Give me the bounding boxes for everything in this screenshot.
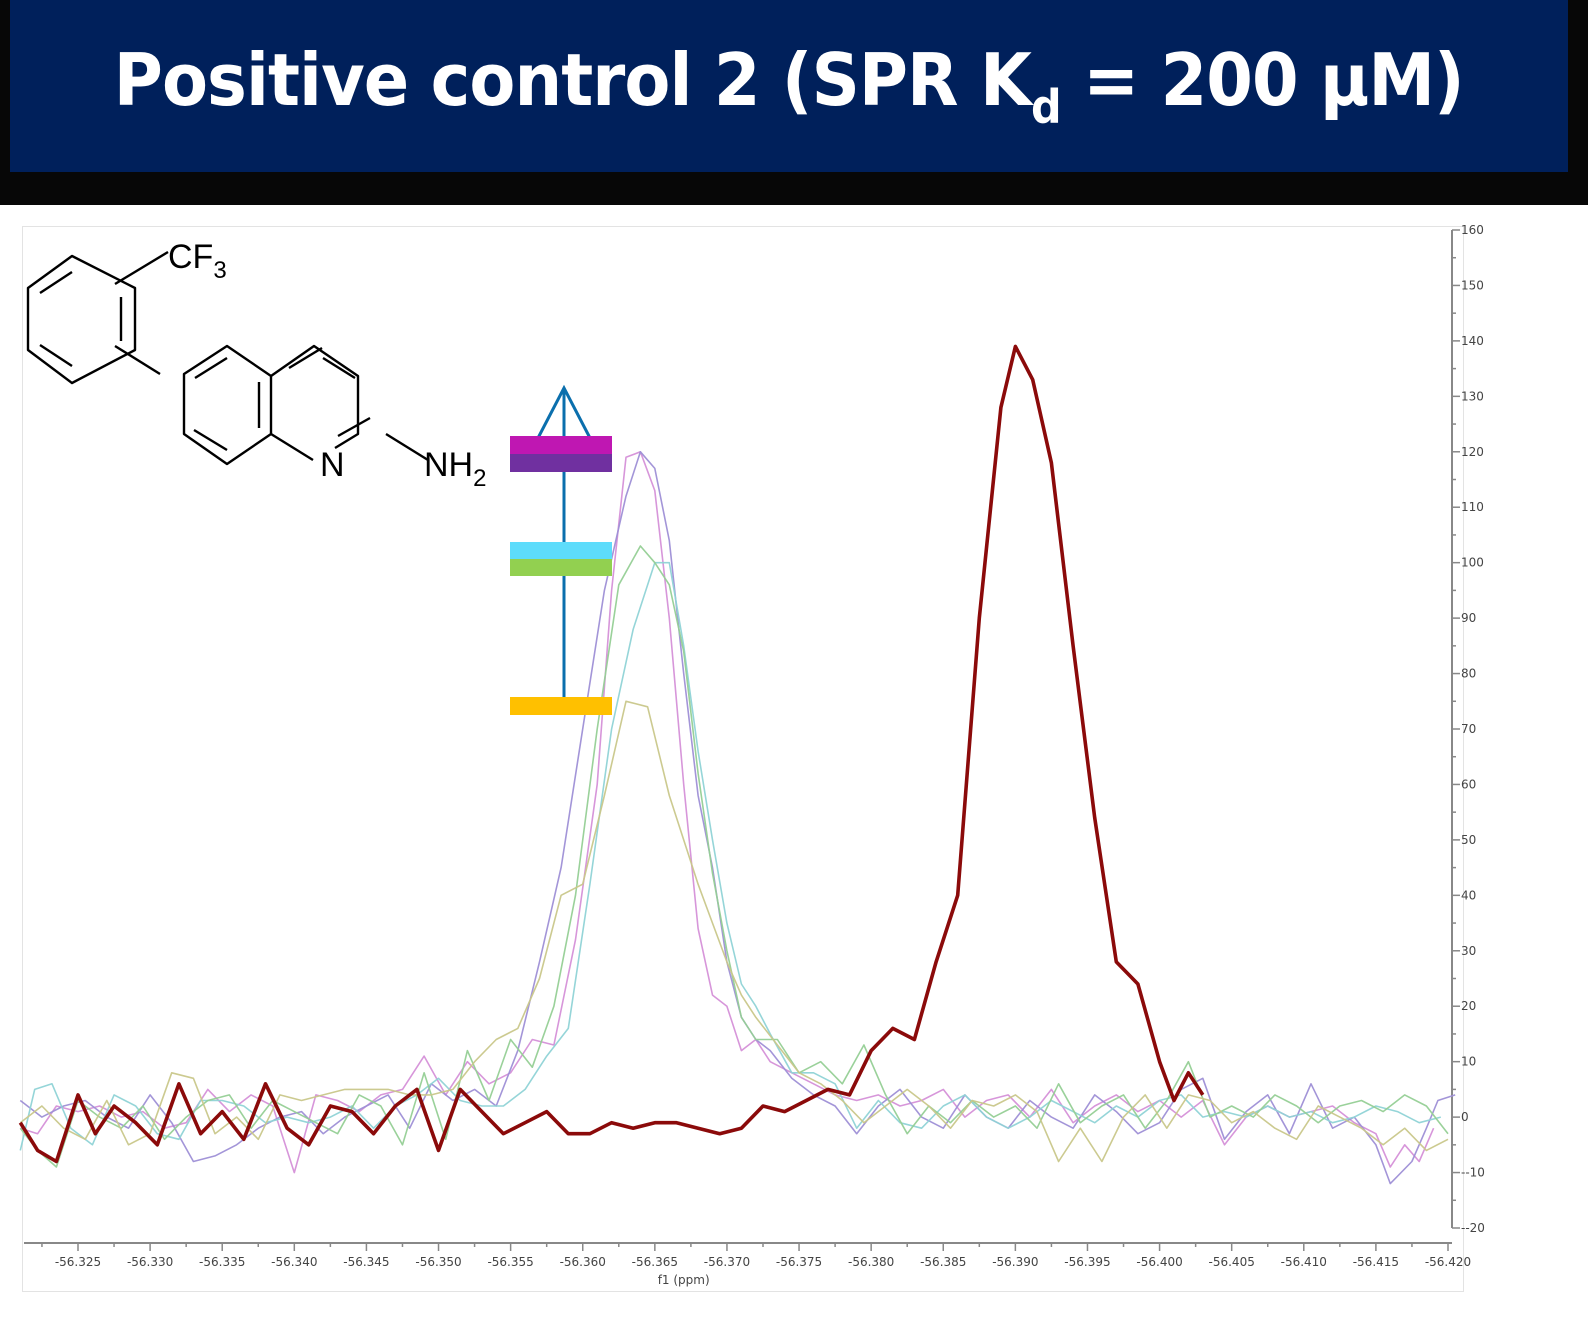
x-tick-label: -56.345 bbox=[343, 1255, 389, 1269]
y-tick-label: 10 bbox=[1461, 1055, 1476, 1069]
ladder-bar-cyan bbox=[510, 542, 612, 559]
x-tick-label: -56.415 bbox=[1353, 1255, 1399, 1269]
y-axis: 1601501401301201101009080706050403020100… bbox=[1451, 223, 1485, 1235]
cf3-label: CF3 bbox=[168, 238, 227, 284]
phenyl-ring bbox=[26, 254, 137, 385]
ladder-bar-green bbox=[510, 559, 612, 576]
x-tick-label: -56.375 bbox=[776, 1255, 822, 1269]
y-tick-label: 0 bbox=[1461, 1110, 1469, 1124]
spectrum-traces bbox=[18, 344, 1456, 1185]
x-tick-label: -56.420 bbox=[1425, 1255, 1471, 1269]
molecule-structure bbox=[26, 250, 429, 466]
molecule-labels: CF3 N NH2 bbox=[168, 238, 486, 492]
y-tick-label: 100 bbox=[1461, 556, 1484, 570]
trace-olive bbox=[19, 700, 1449, 1163]
y-tick-label: 160 bbox=[1461, 223, 1484, 237]
x-axis: -56.325 -56.330 -56.335 -56.340 -56.345 -56.3… bbox=[24, 1242, 1471, 1287]
x-tick-label: -56.410 bbox=[1281, 1255, 1327, 1269]
quinoline-pyridine-ring bbox=[270, 344, 360, 450]
ladder-bar-magenta bbox=[510, 436, 612, 454]
x-tick-label: -56.325 bbox=[55, 1255, 101, 1269]
x-tick-label: -56.330 bbox=[127, 1255, 173, 1269]
y-tick-label: --10 bbox=[1461, 1166, 1485, 1180]
title-subscript: d bbox=[1031, 80, 1062, 134]
nitrogen-label: N bbox=[320, 446, 345, 484]
x-tick-label: -56.355 bbox=[487, 1255, 533, 1269]
title-band: Positive control 2 (SPR Kd = 200 µM) bbox=[0, 0, 1588, 205]
trace-reference bbox=[18, 344, 1205, 1164]
x-tick-label: -56.400 bbox=[1136, 1255, 1182, 1269]
x-tick-label: -56.390 bbox=[992, 1255, 1038, 1269]
y-tick-label: 140 bbox=[1461, 334, 1484, 348]
y-tick-label: 150 bbox=[1461, 278, 1484, 292]
x-tick-label: -56.335 bbox=[199, 1255, 245, 1269]
y-tick-label: 40 bbox=[1461, 888, 1476, 902]
x-tick-label: -56.365 bbox=[632, 1255, 678, 1269]
y-tick-label: 120 bbox=[1461, 445, 1484, 459]
title-tail: = 200 µM) bbox=[1060, 38, 1465, 122]
x-tick-label: -56.405 bbox=[1209, 1255, 1255, 1269]
x-tick-label: -56.370 bbox=[704, 1255, 750, 1269]
trace-cyan bbox=[19, 561, 1442, 1151]
trace-magenta bbox=[20, 450, 1435, 1174]
x-tick-label: -56.360 bbox=[560, 1255, 606, 1269]
y-tick-label: 30 bbox=[1461, 944, 1476, 958]
y-tick-label: --20 bbox=[1461, 1221, 1485, 1235]
nh2-label: NH2 bbox=[424, 446, 486, 492]
arrow-head-icon bbox=[536, 384, 592, 439]
slide-title: Positive control 2 (SPR Kd = 200 µM) bbox=[114, 38, 1465, 134]
trace-purple bbox=[19, 450, 1456, 1185]
x-axis-title: f1 (ppm) bbox=[658, 1273, 710, 1287]
x-tick-label: -56.385 bbox=[920, 1255, 966, 1269]
x-tick-label: -56.340 bbox=[271, 1255, 317, 1269]
y-tick-label: 70 bbox=[1461, 722, 1476, 736]
x-tick-label: -56.350 bbox=[415, 1255, 461, 1269]
y-tick-label: 110 bbox=[1461, 500, 1484, 514]
y-tick-label: 60 bbox=[1461, 777, 1476, 791]
x-tick-label: -56.380 bbox=[848, 1255, 894, 1269]
y-tick-label: 20 bbox=[1461, 999, 1476, 1013]
title-banner: Positive control 2 (SPR Kd = 200 µM) bbox=[10, 0, 1568, 172]
y-tick-label: 50 bbox=[1461, 833, 1476, 847]
plot-frame bbox=[22, 226, 1464, 1292]
title-main: Positive control 2 (SPR K bbox=[114, 38, 1032, 122]
y-tick-label: 90 bbox=[1461, 611, 1476, 625]
y-tick-label: 130 bbox=[1461, 389, 1484, 403]
ladder-bar-purple bbox=[510, 454, 612, 472]
concentration-ladder bbox=[510, 384, 612, 715]
ladder-bar-orange bbox=[510, 697, 612, 715]
x-tick-label: -56.395 bbox=[1064, 1255, 1110, 1269]
y-tick-label: 80 bbox=[1461, 667, 1476, 681]
trace-green bbox=[19, 545, 1449, 1168]
